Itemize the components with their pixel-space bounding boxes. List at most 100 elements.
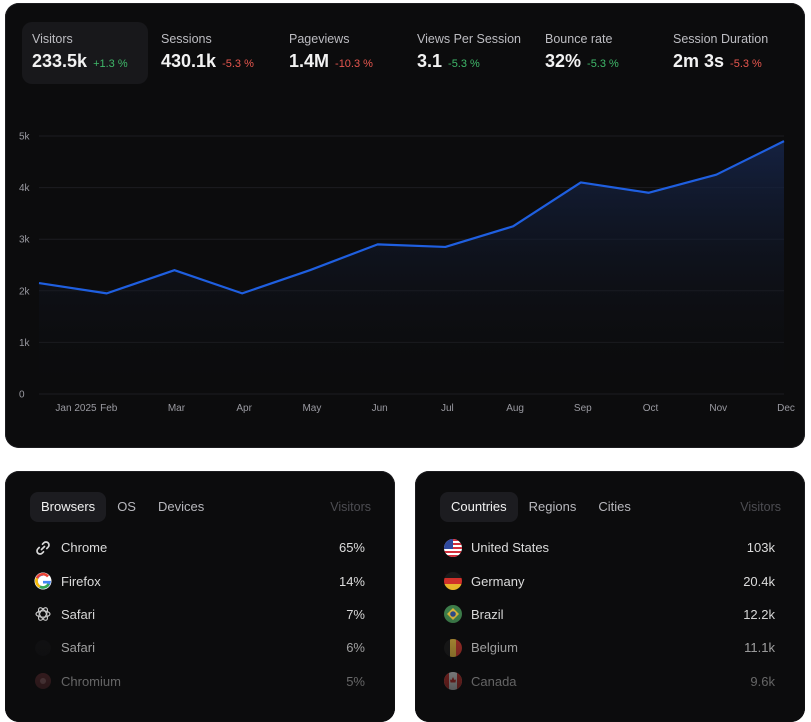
metric-label: Pageviews [289, 32, 350, 46]
tab-browsers[interactable]: Browsers [30, 492, 107, 522]
country-visitors: 9.6k [750, 673, 775, 689]
visitors-column-header: Visitors [330, 500, 371, 514]
countries-card: Countries Regions Cities Visitors United… [415, 471, 805, 722]
metric-label: Bounce rate [545, 32, 613, 46]
y-tick-label: 2k [19, 286, 31, 297]
belgium-flag-icon [444, 638, 462, 657]
metric-delta: -5.3 % [222, 58, 254, 70]
list-item[interactable]: Chrome 65% [34, 531, 365, 564]
metric-views-per-session[interactable]: Views Per Session 3.1 -5.3 % [407, 22, 527, 84]
country-visitors: 20.4k [743, 573, 775, 589]
countries-tabs: Countries Regions Cities [440, 492, 642, 522]
tab-os[interactable]: OS [117, 499, 136, 514]
us-flag-icon [444, 538, 462, 557]
tab-cities[interactable]: Cities [598, 499, 631, 514]
metric-value: 430.1k [161, 51, 217, 71]
browser-share: 14% [338, 573, 365, 589]
visitors-column-header: Visitors [740, 500, 781, 514]
metric-pageviews[interactable]: Pageviews 1.4M -10.3 % [279, 22, 399, 84]
list-item[interactable]: Germany 20.4k [444, 564, 775, 597]
browser-name: Chromium [61, 673, 121, 689]
metric-value: 2m 3s [673, 51, 725, 71]
visitors-line-chart: 0 1k 2k 3k 4k 5k Jan 2025 Feb Mar Apr May Jun Jul Aug… [19, 132, 795, 415]
list-item[interactable]: Safari 6% [34, 631, 365, 664]
country-name: Brazil [471, 606, 504, 622]
x-tick-label: Nov [709, 403, 727, 414]
metric-delta: -5.3 % [448, 58, 480, 70]
x-tick-label: Feb [100, 403, 118, 414]
metric-label: Session Duration [673, 32, 769, 46]
browser-name: Firefox [61, 573, 101, 589]
metric-value: 233.5k [32, 51, 88, 71]
metric-session-duration[interactable]: Session Duration 2m 3s -5.3 % [663, 22, 793, 84]
tab-countries[interactable]: Countries [440, 492, 518, 522]
metric-bounce-rate[interactable]: Bounce rate 32% -5.3 % [535, 22, 655, 84]
series-line [38, 140, 785, 295]
browser-share: 7% [346, 606, 365, 622]
metric-sessions[interactable]: Sessions 430.1k -5.3 % [151, 22, 271, 84]
x-tick-label: Jun [372, 403, 388, 414]
list-item[interactable]: United States 103k [444, 531, 775, 564]
x-tick-label: Jul [441, 403, 454, 414]
browser-share: 6% [346, 640, 365, 656]
x-tick-label: Jan 2025 [55, 403, 97, 414]
canada-flag-icon [444, 672, 462, 691]
metric-delta: +1.3 % [93, 58, 128, 70]
y-tick-label: 5k [19, 132, 31, 143]
browser-name: Safari [61, 640, 95, 656]
country-name: United States [471, 540, 550, 556]
metric-value: 1.4M [289, 51, 330, 71]
metric-delta: -5.3 % [587, 58, 619, 70]
browsers-tabs: Browsers OS Devices [30, 492, 215, 522]
browsers-card: Browsers OS Devices Visitors Chrome 65% … [5, 471, 395, 722]
x-tick-label: Apr [236, 403, 252, 414]
countries-list: United States 103k Germany 20.4k Brazil … [444, 531, 775, 698]
country-visitors: 103k [746, 540, 775, 556]
list-item[interactable]: Safari 7% [34, 598, 365, 631]
metric-visitors[interactable]: Visitors 233.5k +1.3 % [22, 22, 148, 84]
tab-devices[interactable]: Devices [157, 499, 205, 514]
x-tick-label: Sep [574, 403, 592, 414]
x-tick-label: May [302, 403, 321, 414]
x-tick-label: Dec [777, 403, 795, 414]
list-item[interactable]: Brazil 12.2k [444, 598, 775, 631]
x-tick-label: Aug [506, 403, 524, 414]
country-visitors: 11.1k [744, 640, 775, 656]
safari-icon [34, 605, 52, 623]
browser-name: Chrome [61, 540, 108, 556]
y-tick-label: 1k [19, 338, 31, 349]
country-visitors: 12.2k [743, 606, 775, 622]
x-tick-label: Mar [168, 403, 186, 414]
list-item[interactable]: Canada 9.6k [444, 665, 775, 698]
browser-share: 5% [346, 673, 365, 689]
metric-delta: -5.3 % [730, 58, 762, 70]
series-area [39, 141, 784, 394]
y-tick-label: 0 [19, 390, 25, 401]
analytics-overview-card: Visitors 233.5k +1.3 % Sessions 430.1k -5.… [5, 3, 805, 448]
chromium-icon [34, 672, 52, 690]
list-item[interactable]: Chromium 5% [34, 665, 365, 698]
list-item[interactable]: Belgium 11.1k [444, 631, 775, 664]
metric-value: 3.1 [417, 51, 443, 71]
metric-value: 32% [545, 51, 582, 71]
safari-icon [34, 639, 52, 657]
browsers-list: Chrome 65% Firefox 14% Safari 7% Safari … [34, 531, 365, 698]
germany-flag-icon [444, 572, 462, 591]
x-tick-label: Oct [643, 403, 659, 414]
tab-regions[interactable]: Regions [528, 499, 577, 514]
y-tick-label: 4k [19, 183, 31, 194]
metric-label: Views Per Session [417, 32, 521, 46]
country-name: Germany [471, 573, 525, 589]
browser-name: Safari [61, 606, 95, 622]
browser-share: 65% [338, 540, 365, 556]
list-item[interactable]: Firefox 14% [34, 564, 365, 597]
brazil-flag-icon [444, 605, 462, 624]
metric-label: Sessions [161, 32, 212, 46]
metric-label: Visitors [32, 32, 73, 46]
chrome-icon [34, 539, 52, 557]
metric-delta: -10.3 % [335, 58, 373, 70]
y-tick-label: 3k [19, 235, 31, 246]
country-name: Belgium [471, 640, 518, 656]
firefox-icon [34, 572, 52, 590]
country-name: Canada [471, 673, 517, 689]
